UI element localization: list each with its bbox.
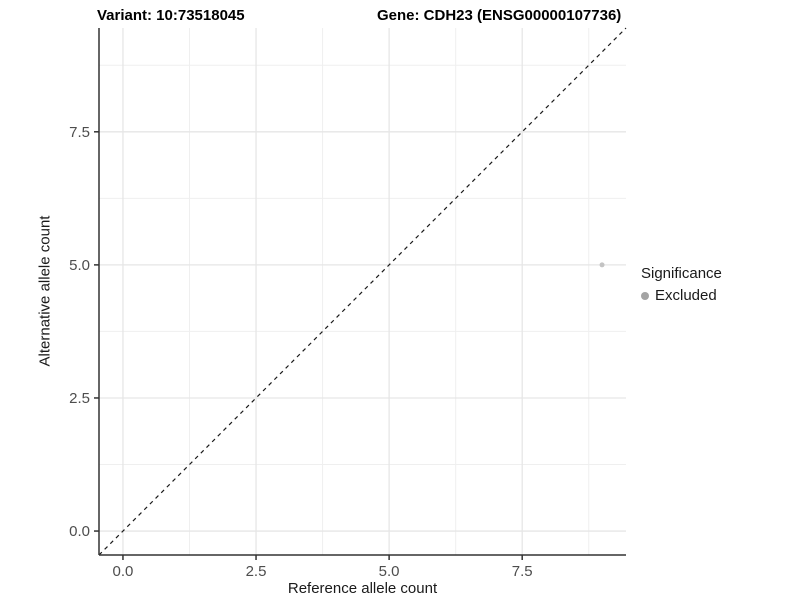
x-tick-label: 2.5: [246, 563, 267, 580]
y-tick-label: 7.5: [69, 124, 90, 141]
y-axis-label: Alternative allele count: [36, 215, 54, 367]
legend-item-excluded: Excluded: [641, 287, 722, 304]
y-tick-label: 0.0: [69, 523, 90, 540]
y-tick-label: 2.5: [69, 390, 90, 407]
x-axis-label: Reference allele count: [287, 580, 438, 597]
legend: Significance Excluded: [641, 265, 722, 304]
legend-item-label: Excluded: [655, 287, 717, 304]
x-tick-label: 0.0: [113, 563, 134, 580]
x-tick-label: 7.5: [512, 563, 533, 580]
y-tick-label: 5.0: [69, 257, 90, 274]
identity-dashed-line: [98, 27, 627, 556]
legend-title: Significance: [641, 265, 722, 282]
excluded-point-icon: [641, 291, 649, 300]
x-tick-label: 5.0: [379, 563, 400, 580]
plot-title-variant: Variant: 10:73518045: [97, 7, 245, 24]
data-point-excluded: [599, 262, 605, 268]
plot-title-gene: Gene: CDH23 (ENSG00000107736): [377, 7, 622, 24]
